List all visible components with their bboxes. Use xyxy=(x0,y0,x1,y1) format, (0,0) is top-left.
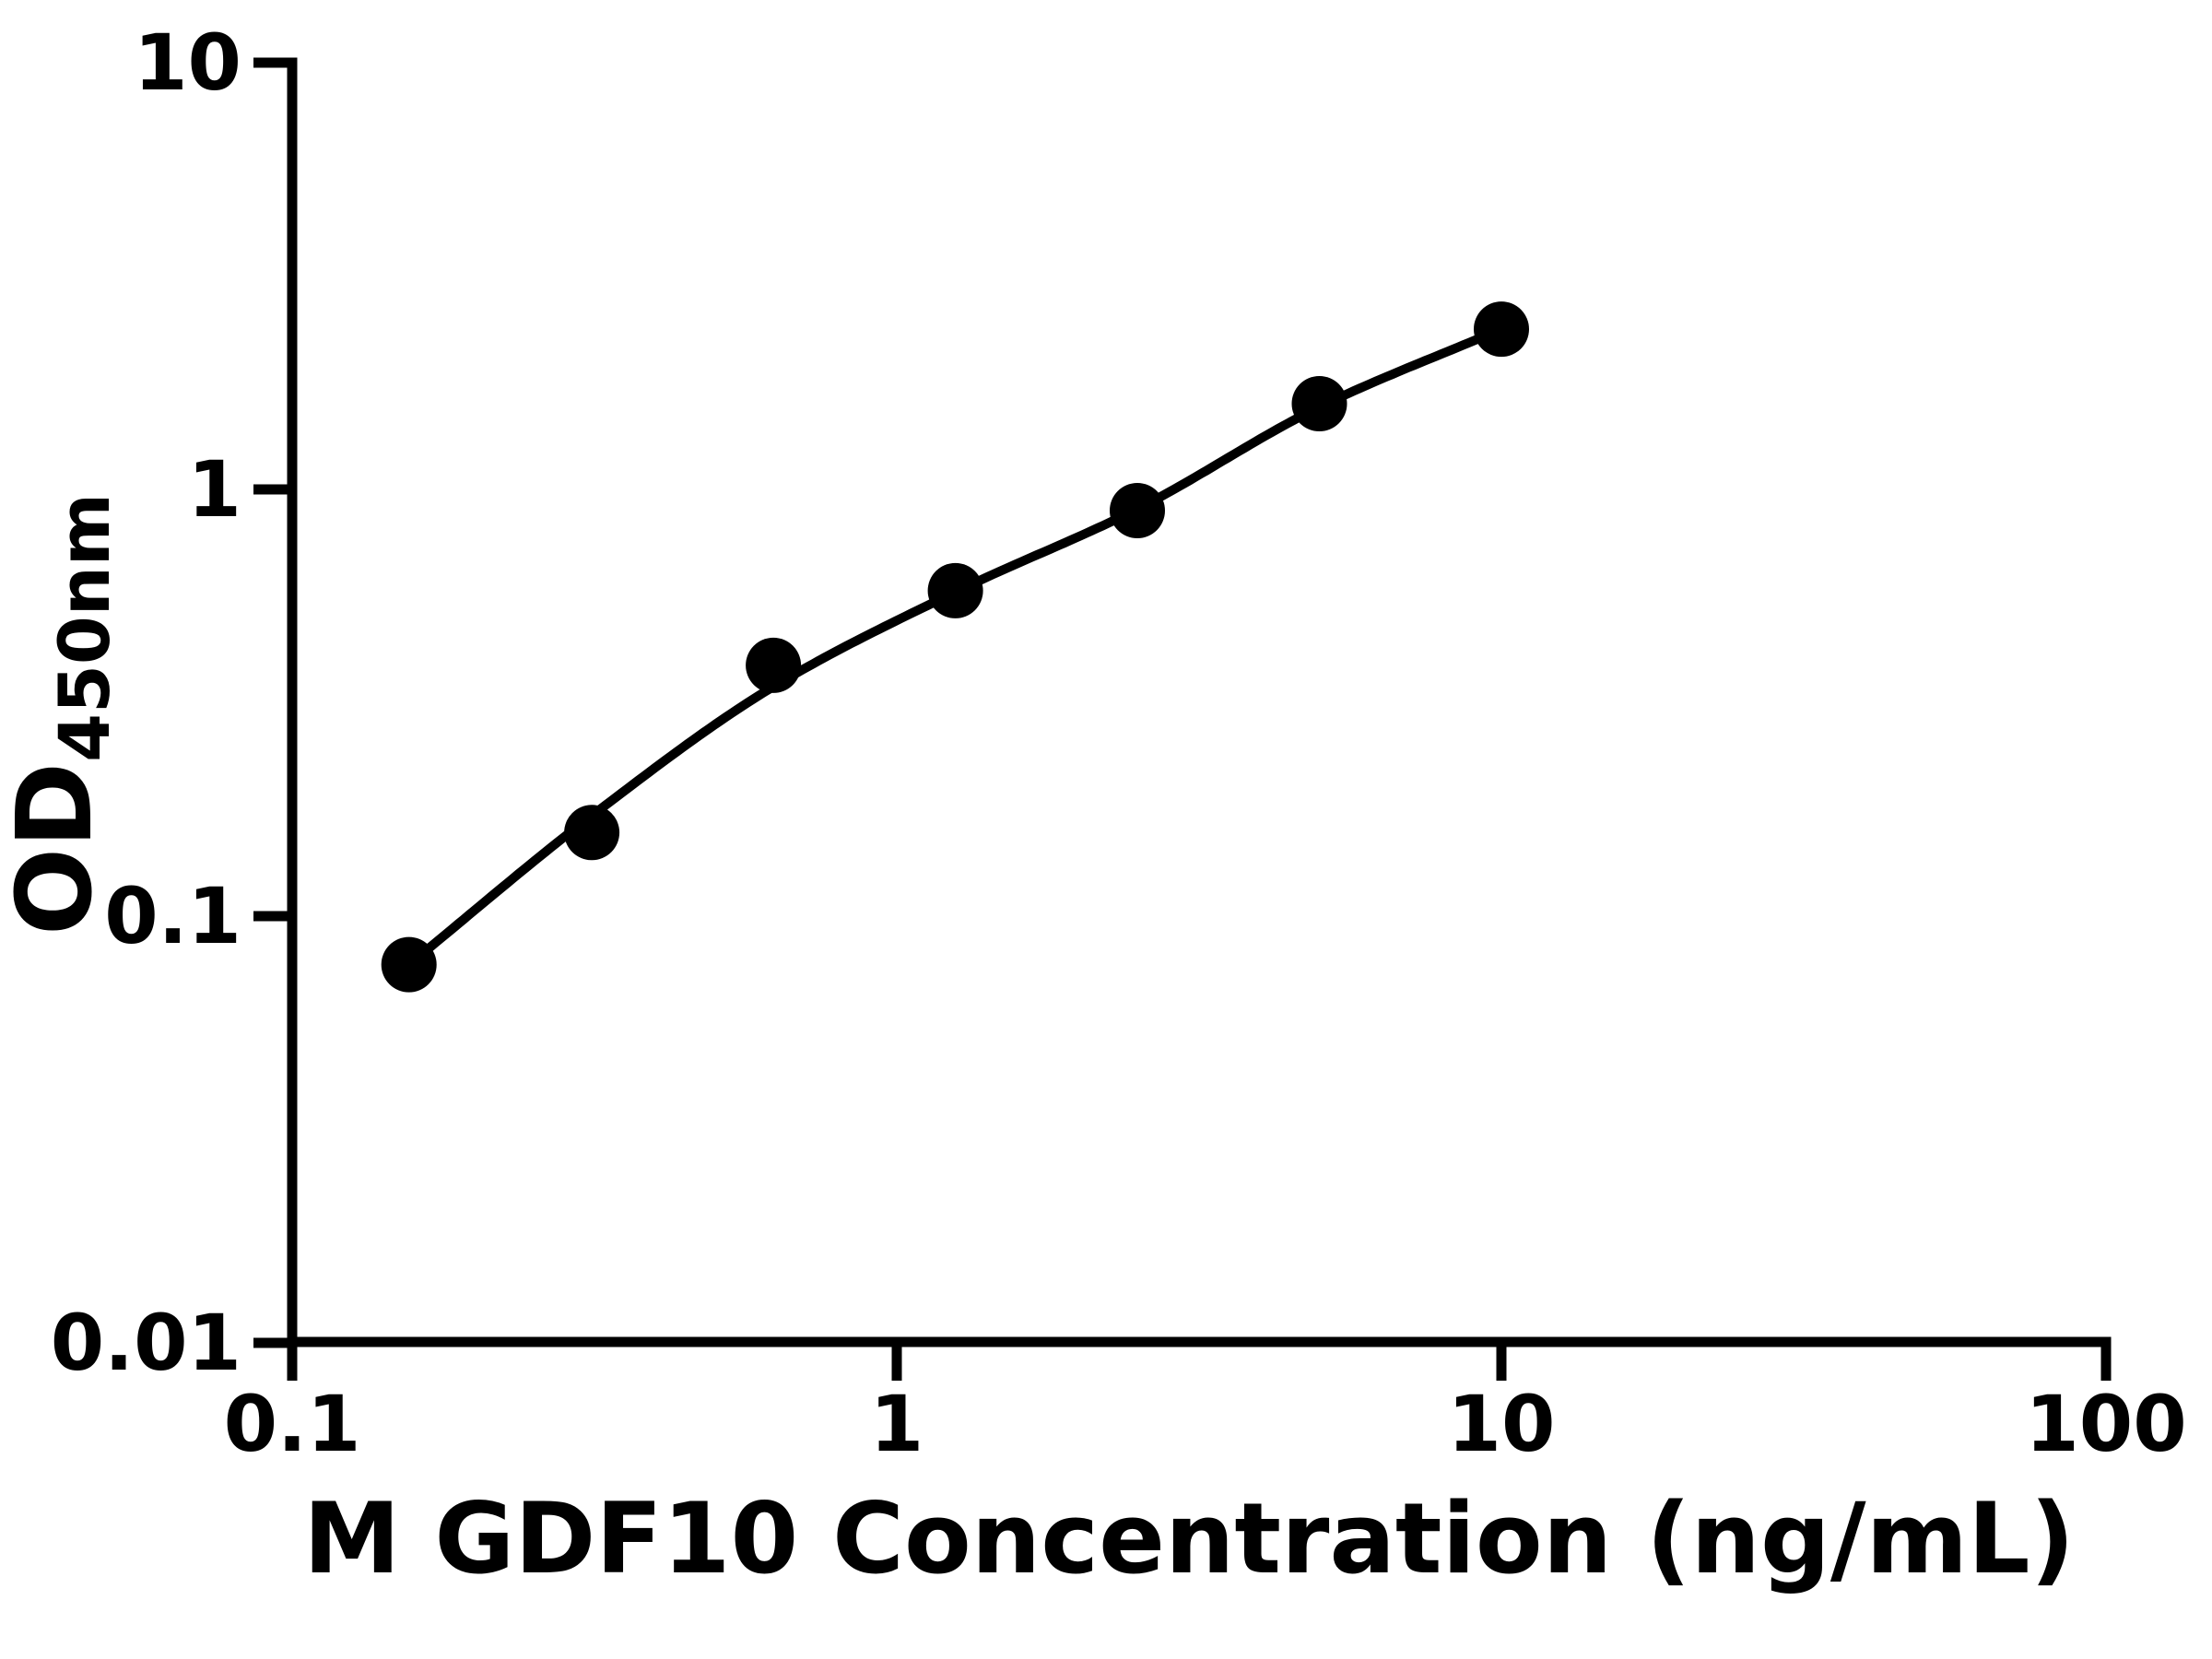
data-point-marker xyxy=(1474,301,1529,358)
data-point-marker xyxy=(746,637,802,693)
y-axis-title-main: OD xyxy=(0,761,115,936)
data-point-marker xyxy=(927,562,983,618)
data-point-marker xyxy=(1291,376,1347,431)
x-tick-label-100: 100 xyxy=(2025,1379,2187,1469)
y-tick-label-0.1: 0.1 xyxy=(104,871,241,961)
y-axis-title: OD450nm xyxy=(0,475,134,954)
y-tick-label-1: 1 xyxy=(187,444,241,535)
x-tick-label-10: 10 xyxy=(1447,1379,1556,1469)
data-point-marker xyxy=(564,805,620,861)
y-tick-label-10: 10 xyxy=(134,18,241,108)
x-tick-label-0.1: 0.1 xyxy=(223,1379,361,1469)
data-point-marker xyxy=(381,936,437,993)
y-tick-label-0.01: 0.01 xyxy=(50,1298,241,1388)
y-axis-title-subscript: 450nm xyxy=(43,492,125,762)
x-axis-title: M GDF10 Concentration (ng/mL) xyxy=(302,1482,2076,1595)
x-tick-label-1: 1 xyxy=(869,1379,924,1469)
data-point-marker xyxy=(1110,483,1165,538)
